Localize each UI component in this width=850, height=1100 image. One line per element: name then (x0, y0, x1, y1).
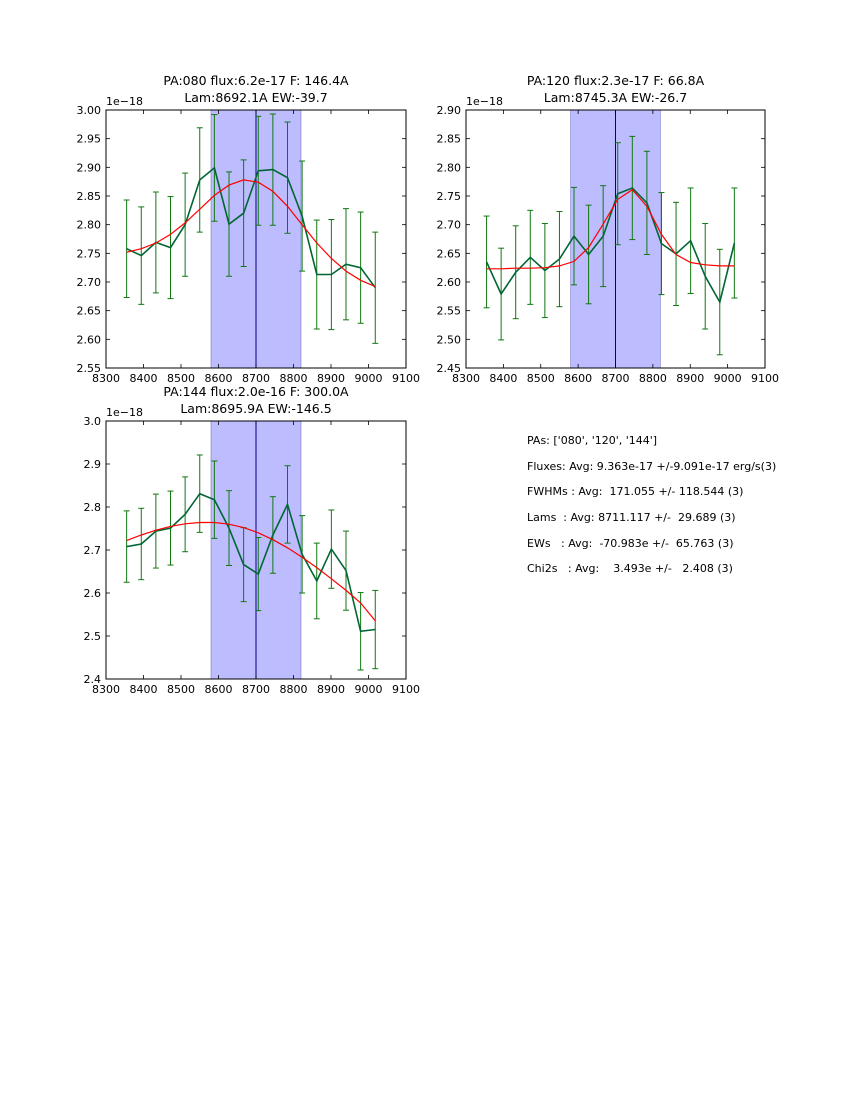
y-tick-label: 2.70 (77, 276, 102, 289)
y-tick-label: 2.65 (77, 305, 102, 318)
x-tick-label: 8600 (564, 372, 592, 385)
y-tick-label: 2.95 (77, 133, 102, 146)
chart-1: 8300 8400 8500 8600 8700 8800 8900 9000 9100 2.55… (77, 73, 421, 385)
x-tick-label: 9000 (355, 683, 383, 696)
y-tick-label: 2.55 (77, 362, 102, 375)
plot-area (123, 421, 379, 679)
fit-line (126, 521, 376, 622)
y-tick-label: 2.6 (84, 587, 102, 600)
y-tick-label: 2.80 (77, 219, 102, 232)
chart-title: Lam:8745.3A EW:-26.7 (544, 90, 687, 105)
chart-title: Lam:8692.1A EW:-39.7 (184, 90, 327, 105)
y-tick-label: 3.00 (77, 104, 102, 117)
y-tick-label: 2.60 (437, 276, 462, 289)
x-tick-label: 8400 (130, 683, 158, 696)
fit-line (126, 179, 376, 288)
y-tick-label: 2.55 (437, 305, 462, 318)
data-line (126, 492, 376, 633)
x-tick-label: 8300 (452, 372, 480, 385)
y-tick-label: 2.85 (77, 190, 102, 203)
offset-label: 1e−18 (466, 95, 503, 108)
y-tick-label: 2.65 (437, 247, 462, 260)
chart-title: PA:144 flux:2.0e-16 F: 300.0A (163, 384, 349, 399)
data-line (126, 166, 376, 289)
chart-title: Lam:8695.9A EW:-146.5 (180, 401, 331, 416)
y-tick-label: 2.90 (77, 161, 102, 174)
x-tick-label: 8500 (527, 372, 555, 385)
x-tick-label: 8800 (280, 372, 308, 385)
x-tick-label: 8800 (280, 683, 308, 696)
chart-title: PA:120 flux:2.3e-17 F: 66.8A (527, 73, 705, 88)
chart-title: PA:080 flux:6.2e-17 F: 146.4A (163, 73, 349, 88)
x-tick-label: 9100 (751, 372, 779, 385)
y-tick-label: 2.50 (437, 333, 462, 346)
x-tick-label: 8400 (489, 372, 517, 385)
stats-lams: Lams : Avg: 8711.117 +/- 29.689 (3) (527, 511, 736, 525)
x-tick-label: 8700 (602, 372, 630, 385)
chart-2: 8300 8400 8500 8600 8700 8800 8900 9000 9100 2.45… (437, 73, 780, 385)
fit-line (486, 188, 735, 270)
y-tick-label: 2.85 (437, 133, 462, 146)
data-line (485, 187, 736, 305)
stats-ews: EWs : Avg: -70.983e +/- 65.763 (3) (527, 536, 734, 550)
y-tick-label: 2.80 (437, 161, 462, 174)
x-tick-label: 8700 (242, 683, 270, 696)
x-tick-label: 9000 (714, 372, 742, 385)
stats-fwhms: FWHMs : Avg: 171.055 +/- 118.544 (3) (527, 485, 744, 499)
y-tick-label: 2.8 (84, 501, 102, 514)
stats-pas: PAs: ['080', '120', '144'] (527, 434, 658, 447)
y-tick-label: 2.70 (437, 219, 462, 232)
plot-area (123, 110, 379, 368)
y-tick-label: 2.75 (437, 190, 462, 203)
x-tick-label: 8900 (317, 683, 345, 696)
plot-area (483, 110, 738, 368)
x-tick-label: 8900 (317, 372, 345, 385)
offset-label: 1e−18 (106, 406, 143, 419)
x-tick-label: 8500 (167, 372, 195, 385)
x-tick-label: 8900 (676, 372, 704, 385)
offset-label: 1e−18 (106, 95, 143, 108)
x-tick-label: 9100 (392, 372, 420, 385)
y-tick-label: 2.7 (84, 544, 102, 557)
y-tick-label: 2.60 (77, 333, 102, 346)
x-tick-label: 8300 (92, 372, 120, 385)
y-tick-label: 2.4 (84, 673, 102, 686)
y-tick-label: 2.45 (437, 362, 462, 375)
x-tick-label: 8600 (205, 372, 233, 385)
y-tick-label: 3.0 (84, 415, 102, 428)
x-tick-label: 8800 (639, 372, 667, 385)
x-tick-label: 8600 (205, 683, 233, 696)
x-tick-label: 8400 (130, 372, 158, 385)
stats-chi2s: Chi2s : Avg: 3.493e +/- 2.408 (3) (527, 562, 733, 576)
x-tick-label: 8500 (167, 683, 195, 696)
x-tick-label: 9100 (392, 683, 420, 696)
x-tick-label: 9000 (355, 372, 383, 385)
x-tick-label: 8700 (242, 372, 270, 385)
y-tick-label: 2.9 (84, 458, 102, 471)
y-tick-label: 2.75 (77, 247, 102, 260)
stats-panel: PAs: ['080', '120', '144'] Fluxes: Avg: … (527, 434, 776, 588)
y-tick-label: 2.90 (437, 104, 462, 117)
chart-3: 8300 8400 8500 8600 8700 8800 8900 9000 9100 2.4 2… (84, 384, 421, 696)
y-tick-label: 2.5 (84, 630, 102, 643)
stats-fluxes: Fluxes: Avg: 9.363e-17 +/-9.091e-17 erg/… (527, 459, 777, 473)
x-tick-label: 8300 (92, 683, 120, 696)
